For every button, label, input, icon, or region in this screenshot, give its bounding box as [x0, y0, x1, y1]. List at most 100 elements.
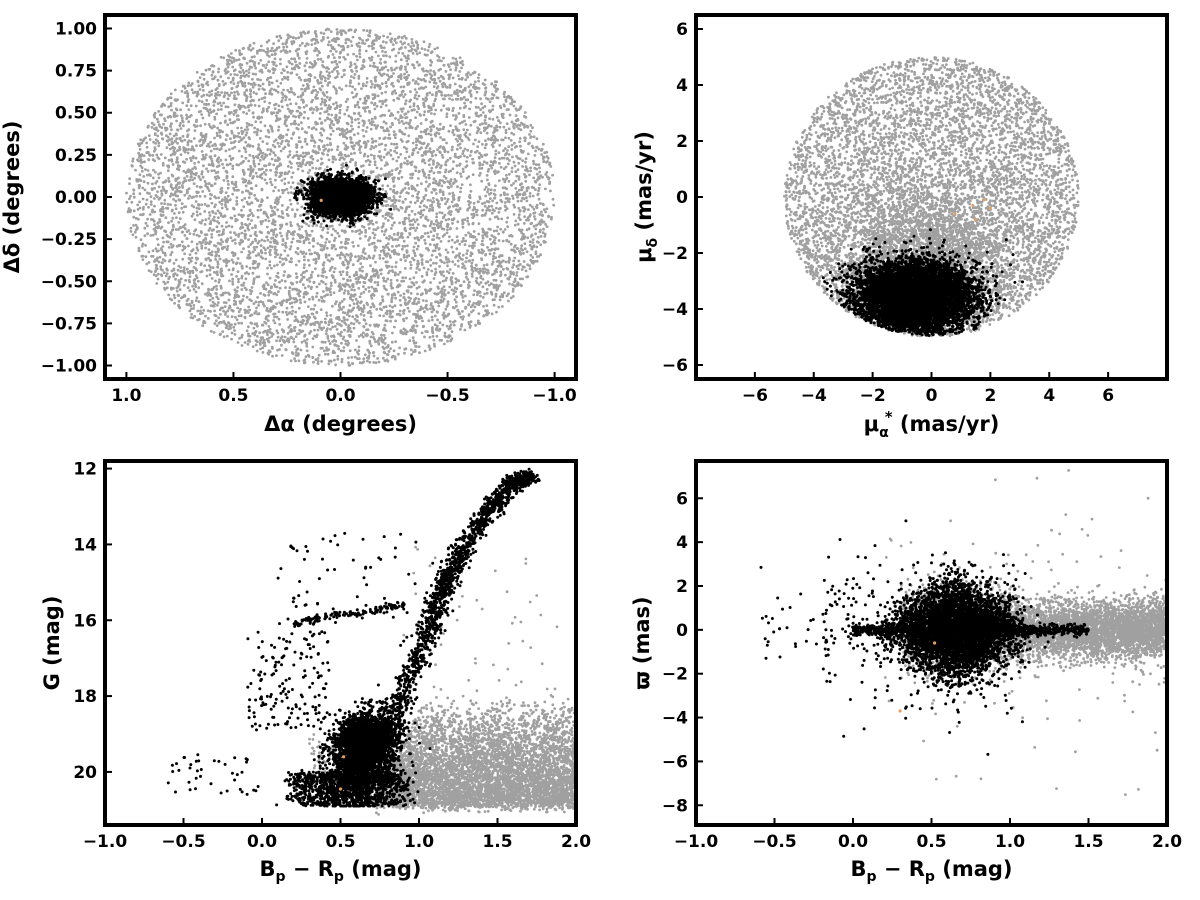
scatter-point [229, 118, 232, 121]
scatter-point [414, 221, 417, 224]
scatter-point [392, 72, 395, 75]
scatter-point [511, 167, 514, 170]
scatter-point [242, 247, 245, 250]
scatter-point [380, 106, 383, 109]
scatter-point [375, 175, 378, 178]
scatter-point [152, 177, 155, 180]
scatter-point [153, 123, 156, 126]
scatter-point [350, 288, 353, 291]
scatter-point [215, 285, 218, 288]
scatter-point [347, 238, 350, 241]
scatter-point [262, 351, 265, 354]
scatter-point [428, 319, 431, 322]
scatter-point [517, 162, 520, 165]
scatter-point [469, 73, 472, 76]
scatter-point [342, 350, 345, 353]
scatter-point [431, 319, 434, 322]
scatter-point [327, 107, 330, 110]
scatter-point [332, 53, 335, 56]
scatter-point [373, 62, 376, 65]
scatter-point [471, 273, 474, 276]
scatter-point [211, 202, 214, 205]
scatter-point [182, 211, 185, 214]
scatter-point [160, 202, 163, 205]
scatter-point [198, 235, 201, 238]
scatter-point [511, 266, 514, 269]
scatter-point [344, 258, 347, 261]
scatter-point [363, 304, 366, 307]
scatter-point [389, 126, 392, 129]
scatter-point [221, 330, 224, 333]
scatter-point [271, 355, 274, 358]
scatter-point [231, 66, 234, 69]
scatter-point [455, 301, 458, 304]
scatter-point [427, 199, 430, 202]
scatter-point [271, 53, 274, 56]
scatter-point [482, 237, 485, 240]
scatter-point [304, 334, 307, 337]
scatter-point [460, 175, 463, 178]
scatter-point [207, 68, 210, 71]
scatter-point [302, 283, 305, 286]
scatter-point [408, 339, 411, 342]
scatter-point [399, 314, 402, 317]
scatter-point [329, 50, 332, 53]
scatter-point [412, 44, 415, 47]
scatter-point [418, 87, 421, 90]
scatter-point [320, 58, 323, 61]
scatter-point [367, 155, 370, 158]
scatter-point [479, 131, 482, 134]
scatter-point [488, 124, 491, 127]
scatter-point [273, 316, 276, 319]
scatter-point [187, 197, 190, 200]
scatter-point [368, 243, 371, 246]
scatter-point [134, 169, 137, 172]
scatter-point [537, 236, 540, 239]
scatter-point [421, 275, 424, 278]
scatter-point [157, 243, 160, 246]
scatter-point [468, 203, 471, 206]
scatter-point [383, 233, 386, 236]
scatter-point [315, 167, 318, 170]
scatter-point [195, 200, 198, 203]
scatter-point [234, 238, 237, 241]
scatter-point [146, 146, 149, 149]
scatter-point [405, 121, 408, 124]
scatter-point [221, 163, 224, 166]
scatter-point [523, 242, 526, 245]
scatter-point [242, 130, 245, 133]
scatter-point [307, 31, 310, 34]
scatter-point [171, 217, 174, 220]
scatter-point [414, 88, 417, 91]
scatter-point [404, 303, 407, 306]
scatter-point [366, 126, 369, 129]
scatter-point [443, 285, 446, 288]
scatter-point [452, 293, 455, 296]
scatter-point [386, 36, 389, 39]
scatter-point [420, 216, 423, 219]
scatter-point [379, 58, 382, 61]
scatter-point [328, 240, 331, 243]
scatter-point [173, 238, 176, 241]
scatter-point [217, 316, 220, 319]
scatter-point [458, 70, 461, 73]
scatter-point [256, 350, 259, 353]
scatter-point [129, 195, 132, 198]
scatter-point [535, 146, 538, 149]
scatter-point [280, 235, 283, 238]
scatter-point [391, 245, 394, 248]
scatter-point [150, 195, 153, 198]
scatter-point [256, 128, 259, 131]
scatter-point [311, 346, 314, 349]
scatter-point [261, 239, 264, 242]
scatter-point [338, 235, 341, 238]
scatter-point [300, 205, 303, 208]
scatter-point [310, 308, 313, 311]
scatter-point [383, 285, 386, 288]
scatter-point [154, 171, 157, 174]
scatter-point [290, 191, 293, 194]
scatter-point [357, 143, 360, 146]
scatter-point [516, 191, 519, 194]
scatter-point [506, 157, 509, 160]
scatter-point [247, 343, 250, 346]
